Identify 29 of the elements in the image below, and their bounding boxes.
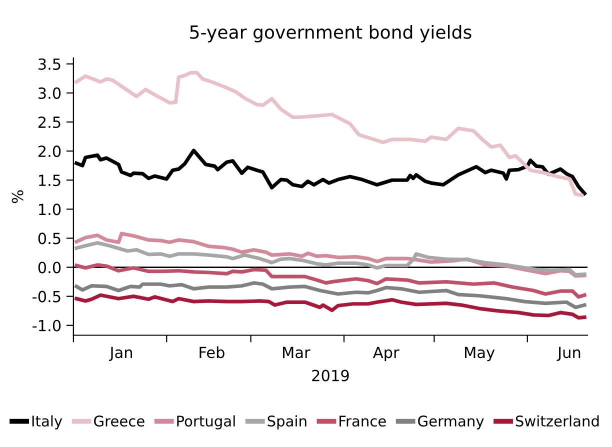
legend-label: Germany [418, 416, 484, 430]
x-tick-label: May [465, 346, 495, 362]
y-tick-label: -1.0 [32, 320, 61, 332]
chart-title: 5-year government bond yields [190, 24, 472, 42]
legend-label: Switzerland [516, 415, 599, 427]
legend-label: Italy [32, 415, 62, 430]
line-series [74, 281, 586, 310]
y-tick-label: 3.5 [38, 58, 60, 70]
x-tick-label: Jan [108, 346, 132, 362]
y-tick-label: 0.5 [38, 232, 60, 244]
legend-label: Greece [94, 416, 144, 427]
y-tick-label: 3.0 [38, 87, 61, 99]
x-axis-title: 2019 [312, 370, 349, 382]
x-tick-label: Apr [373, 346, 400, 362]
y-tick-label: 1.0 [39, 204, 61, 216]
line-series [74, 293, 586, 320]
legend-label: Spain [268, 415, 306, 430]
y-tick-label: -0.5 [32, 290, 60, 302]
y-tick-label: 1.5 [39, 174, 60, 186]
x-tick-label: Jun [556, 346, 580, 362]
y-axis-title: % [12, 190, 24, 204]
line-series [74, 70, 584, 198]
x-tick-label: Feb [200, 346, 224, 358]
legend-label: France [340, 416, 386, 427]
y-tick-label: 2.0 [38, 146, 61, 158]
y-tick-label: 2.5 [38, 116, 60, 128]
legend-label: Portugal [177, 415, 235, 430]
y-tick-label: 0.0 [38, 262, 61, 274]
x-tick-label: Mar [282, 346, 310, 358]
